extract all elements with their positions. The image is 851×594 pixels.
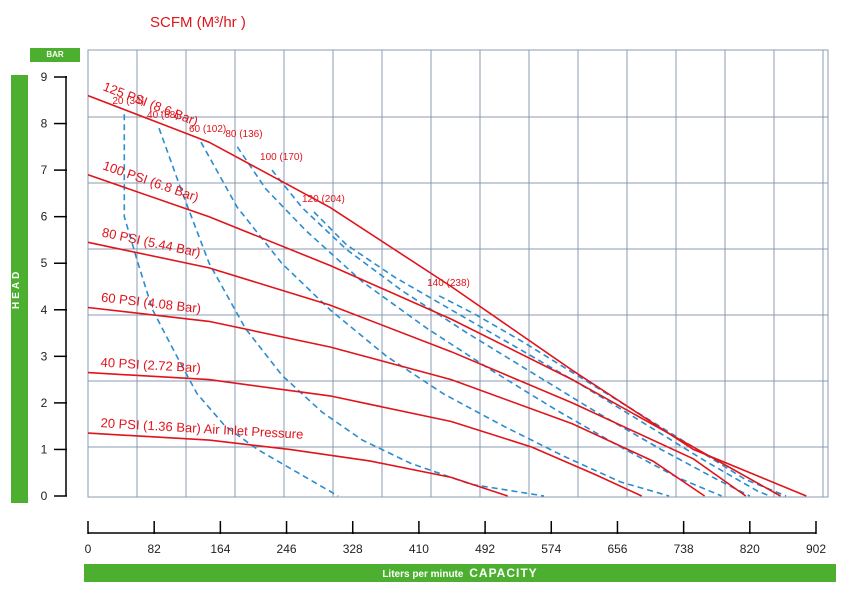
x-tick-label: 820 — [740, 542, 760, 556]
pressure-curve-label: 80 PSI (5.44 Bar) — [101, 225, 202, 260]
x-tick-label: 902 — [806, 542, 826, 556]
air-curve-label: 140 (238) — [427, 278, 470, 289]
air-curve-line — [236, 146, 722, 497]
air-curve-label: 120 (204) — [302, 194, 345, 205]
pressure-curve-label: 20 PSI (1.36 Bar) Air Inlet Pressure — [100, 415, 304, 442]
air-curve-line — [313, 211, 771, 497]
air-curve-label: 40 (68) — [147, 110, 179, 121]
x-tick-label: 164 — [210, 542, 230, 556]
air-curve-line — [438, 295, 787, 497]
pressure-curve-line — [87, 432, 508, 497]
x-tick-label: 246 — [277, 542, 297, 556]
air-curve-label: 20 (34) — [112, 96, 144, 107]
y-tick-label: 4 — [41, 303, 48, 317]
air-curve-label: 100 (170) — [260, 152, 303, 163]
x-axis-band: Liters per minute CAPACITY — [84, 564, 836, 582]
y-tick-label: 6 — [41, 210, 48, 224]
y-tick-label: 2 — [41, 396, 48, 410]
y-tick-label: 8 — [41, 117, 48, 131]
pressure-curve-label: 60 PSI (4.08 Bar) — [100, 290, 202, 316]
x-tick-label: 738 — [674, 542, 694, 556]
pressure-curve-line — [87, 241, 747, 497]
y-unit-label: BAR — [30, 48, 80, 62]
air-curve-line — [200, 141, 670, 497]
x-tick-label: 82 — [148, 542, 162, 556]
y-tick-label: 5 — [41, 256, 48, 270]
air-curve-line — [158, 127, 545, 497]
x-tick-label: 574 — [541, 542, 561, 556]
y-tick-label: 3 — [41, 349, 48, 363]
air-curve-label: 60 (102) — [189, 124, 226, 135]
x-tick-label: 410 — [409, 542, 429, 556]
y-axis-band — [11, 75, 28, 503]
pressure-curve-label: 40 PSI (2.72 Bar) — [100, 355, 201, 376]
y-tick-label: 0 — [41, 489, 48, 503]
x-tick-label: 492 — [475, 542, 495, 556]
pressure-curve-line — [87, 174, 781, 497]
x-tick-label: 328 — [343, 542, 363, 556]
y-tick-label: 1 — [41, 442, 48, 456]
pressure-curve-line — [87, 306, 706, 497]
y-tick-label: 7 — [41, 163, 48, 177]
x-tick-label: 656 — [607, 542, 627, 556]
chart-title: SCFM (M³/hr ) — [150, 14, 246, 31]
x-tick-label: 0 — [85, 542, 92, 556]
x-axis-label: CAPACITY — [469, 566, 538, 580]
air-curve-label: 80 (136) — [225, 129, 262, 140]
air-curve-line — [271, 169, 751, 497]
y-tick-label: 9 — [41, 70, 48, 84]
pressure-curve-line — [87, 371, 643, 497]
plot-frame — [87, 49, 829, 498]
air-curve-line — [123, 114, 339, 497]
pressure-curve-line — [87, 94, 807, 497]
x-axis-label-prefix: Liters per minute — [382, 569, 464, 580]
